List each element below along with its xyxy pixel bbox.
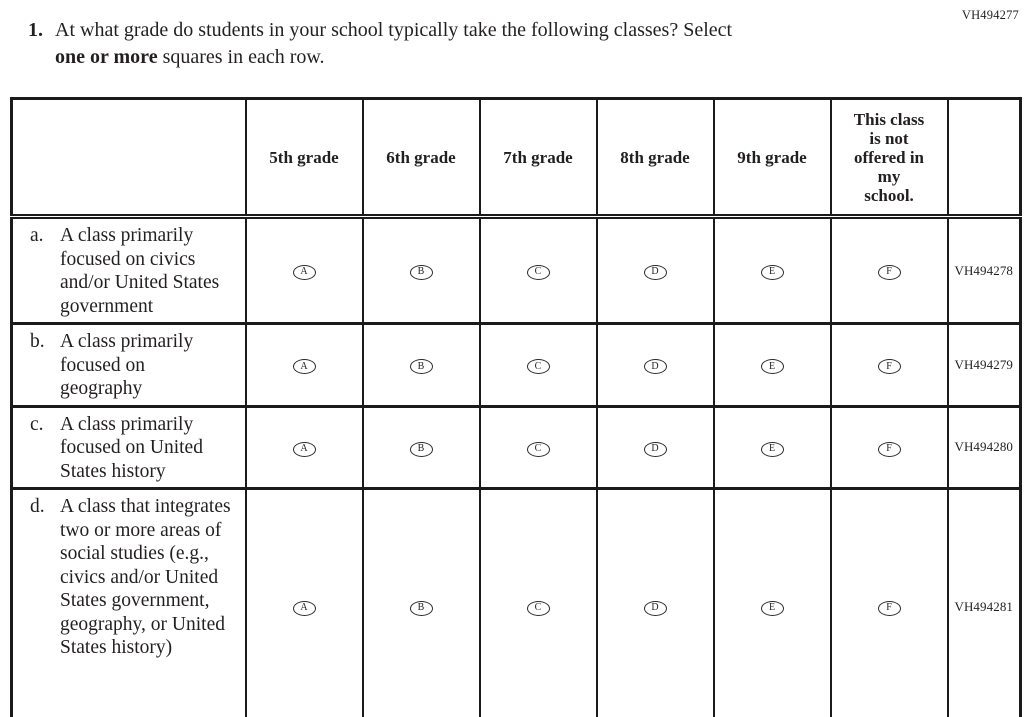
answer-bubble-a-D[interactable]: D — [643, 264, 667, 280]
answer-bubble-a-A[interactable]: A — [292, 264, 316, 280]
answer-bubble-d-D[interactable]: D — [643, 600, 667, 616]
row-c-cell-8th: D — [595, 404, 715, 490]
row-c-cell-9th: E — [712, 404, 832, 490]
row-a-cell-7th: C — [478, 215, 598, 325]
header-row: 5th grade 6th grade 7th grade 8th grade … — [10, 97, 1022, 219]
row-d-label-cell: d. A class that integrates two or more a… — [10, 487, 247, 717]
answer-bubble-a-C[interactable]: C — [526, 264, 550, 280]
row-a-label-cell: a. A class primarily focused on civics a… — [10, 215, 247, 325]
answer-bubble-d-F[interactable]: F — [877, 600, 901, 616]
row-d-cell-7th: C — [478, 487, 598, 717]
row-a-cell-not-offered: F — [829, 215, 949, 325]
answer-bubble-c-F[interactable]: F — [877, 441, 901, 457]
row-d-cell-5th: A — [244, 487, 364, 717]
row-c-label: A class primarily focused on United Stat… — [60, 413, 203, 482]
row-c-cell-5th: A — [244, 404, 364, 490]
header-8th-grade: 8th grade — [595, 97, 715, 219]
answer-bubble-b-E[interactable]: E — [760, 359, 784, 374]
answer-bubble-d-A[interactable]: A — [292, 600, 316, 616]
row-c-cell-6th: B — [361, 404, 481, 490]
row-d-cell-8th: D — [595, 487, 715, 717]
question-number: 1. — [28, 19, 43, 41]
row-b-cell-not-offered: F — [829, 322, 949, 407]
header-7th-grade: 7th grade — [478, 97, 598, 219]
row-a-cell-9th: E — [712, 215, 832, 325]
answer-bubble-b-C[interactable]: C — [526, 359, 550, 374]
answer-bubble-d-E[interactable]: E — [760, 600, 784, 616]
row-a-cell-8th: D — [595, 215, 715, 325]
row-b-letter: b. — [30, 331, 45, 352]
answer-bubble-a-F[interactable]: F — [877, 264, 901, 280]
row-d-cell-9th: E — [712, 487, 832, 717]
header-9th-grade: 9th grade — [712, 97, 832, 219]
table-row-c: c. A class primarily focused on United S… — [10, 404, 1022, 490]
row-a-cell-6th: B — [361, 215, 481, 325]
header-code-cell — [946, 97, 1022, 219]
row-b-cell-8th: D — [595, 322, 715, 407]
question-text: At what grade do students in your school… — [55, 17, 875, 71]
header-corner-cell — [10, 97, 247, 219]
row-b-label-cell: b. A class primarily focused on geograph… — [10, 322, 247, 407]
row-a-letter: a. — [30, 225, 44, 246]
answer-bubble-c-E[interactable]: E — [760, 441, 784, 457]
answer-grid-table: 5th grade 6th grade 7th grade 8th grade … — [10, 97, 1022, 717]
row-b-cell-9th: E — [712, 322, 832, 407]
row-d-cell-not-offered: F — [829, 487, 949, 717]
row-b-label: A class primarily focused on geography — [60, 331, 194, 399]
question-bold-phrase: one or more — [55, 46, 158, 68]
question-line1: At what grade do students in your school… — [55, 19, 733, 41]
answer-bubble-b-D[interactable]: D — [643, 359, 667, 374]
answer-bubble-d-C[interactable]: C — [526, 600, 550, 616]
answer-bubble-c-D[interactable]: D — [643, 441, 667, 457]
row-c-cell-7th: C — [478, 404, 598, 490]
row-b-cell-6th: B — [361, 322, 481, 407]
header-not-offered: This class is not offered in my school. — [829, 97, 949, 219]
row-d-cell-6th: B — [361, 487, 481, 717]
row-b-cell-5th: A — [244, 322, 364, 407]
row-a-cell-5th: A — [244, 215, 364, 325]
answer-bubble-b-F[interactable]: F — [877, 359, 901, 374]
header-6th-grade: 6th grade — [361, 97, 481, 219]
row-d-letter: d. — [30, 496, 45, 517]
row-c-label-cell: c. A class primarily focused on United S… — [10, 404, 247, 490]
page-accession-code: VH494277 — [961, 8, 1019, 22]
table-row-b: b. A class primarily focused on geograph… — [10, 322, 1022, 407]
row-c-letter: c. — [30, 413, 44, 435]
table-row-a: a. A class primarily focused on civics a… — [10, 215, 1022, 325]
table-row-d: d. A class that integrates two or more a… — [10, 487, 1022, 717]
answer-bubble-c-B[interactable]: B — [409, 441, 433, 457]
row-b-cell-7th: C — [478, 322, 598, 407]
question-block: 1. At what grade do students in your sch… — [28, 17, 875, 71]
answer-bubble-c-A[interactable]: A — [292, 441, 316, 457]
answer-bubble-b-B[interactable]: B — [409, 359, 433, 374]
row-b-accession-code: VH494279 — [946, 322, 1022, 407]
row-c-accession-code: VH494280 — [946, 404, 1022, 490]
row-d-label: A class that integrates two or more area… — [60, 496, 231, 658]
answer-bubble-d-B[interactable]: B — [409, 600, 433, 616]
row-a-accession-code: VH494278 — [946, 215, 1022, 325]
row-c-cell-not-offered: F — [829, 404, 949, 490]
answer-bubble-c-C[interactable]: C — [526, 441, 550, 457]
answer-bubble-a-E[interactable]: E — [760, 264, 784, 280]
question-line2-rest: squares in each row. — [162, 46, 325, 68]
row-d-accession-code: VH494281 — [946, 487, 1022, 717]
header-5th-grade: 5th grade — [244, 97, 364, 219]
row-a-label: A class primarily focused on civics and/… — [60, 225, 220, 317]
answer-bubble-a-B[interactable]: B — [409, 264, 433, 280]
answer-bubble-b-A[interactable]: A — [292, 359, 316, 374]
